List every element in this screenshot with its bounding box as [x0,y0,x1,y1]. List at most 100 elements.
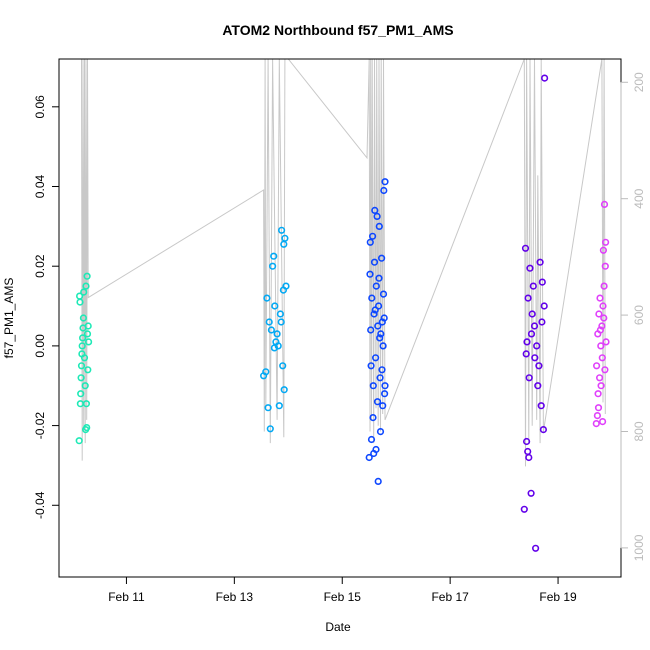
series-4 [520,74,549,552]
y-axis-label: f57_PM1_AMS [2,278,16,359]
y-tick-label: 0.06 [33,95,47,119]
data-point [373,398,382,406]
data-point [372,445,380,454]
data-point [265,318,273,326]
data-point [540,74,549,82]
data-point [597,342,605,350]
data-point [269,262,277,270]
data-point [375,302,383,310]
data-point [80,354,89,362]
data-point [601,366,609,374]
data-point [84,322,92,330]
data-point [372,282,380,290]
data-point [536,258,544,266]
data-point [369,414,377,422]
data-point [267,326,276,334]
data-point [381,382,389,390]
data-point [380,314,388,322]
data-point [365,453,373,462]
data-point [538,278,546,286]
y-tick-label: 0.00 [33,334,47,358]
data-point [594,404,603,412]
data-point [271,302,279,310]
secondary-y-tick-label: 800 [632,421,646,441]
data-point [369,232,377,240]
data-point [367,362,375,370]
data-point [270,344,279,352]
data-point [266,425,274,433]
data-point [598,322,606,330]
series-1 [75,272,93,445]
data-point [592,362,601,370]
data-point [366,238,374,246]
data-point [376,334,384,342]
data-point [372,354,380,362]
series-2 [260,226,290,433]
data-point [280,386,288,394]
data-point [535,362,543,370]
data-point [538,318,546,326]
data-point [262,368,270,376]
y-tick-label: -0.04 [33,491,47,519]
x-tick-label: Feb 11 [108,590,145,604]
data-point [373,212,381,220]
data-point [533,342,541,350]
data-point [381,178,389,186]
data-point [524,294,532,302]
data-point [77,362,86,370]
secondary-y-axis: 200 400 600 800 1000 [620,72,646,561]
data-point [270,252,278,260]
data-point [279,362,287,370]
x-axis-label: Date [325,620,351,634]
data-point [539,426,548,434]
data-point [369,382,377,390]
data-point [598,418,607,426]
data-point [275,402,283,410]
data-point [592,420,600,428]
data-point [84,366,92,374]
data-point [596,326,605,334]
data-point [600,314,608,322]
data-point [601,262,609,270]
data-point [529,282,537,290]
data-point [264,404,272,412]
data-point [593,412,602,420]
data-point [540,302,548,310]
data-point [522,437,531,446]
data-point [367,326,375,334]
data-point [78,342,86,350]
data-point [530,322,539,330]
data-point [594,390,602,398]
data-point [375,274,383,282]
data-point [520,505,528,513]
x-tick-label: Feb 15 [324,590,362,604]
data-point [597,382,605,390]
data-point [528,310,536,318]
data-point [81,426,90,434]
x-axis: Feb 11 Feb 13 Feb 15 Feb 17 Feb 19 [108,576,577,604]
data-point [79,314,87,322]
data-point [368,294,376,302]
background-trace [81,58,606,467]
data-point [600,200,609,208]
data-point [534,382,542,390]
x-tick-label: Feb 13 [216,590,254,604]
data-point [83,272,91,280]
data-point [279,286,288,294]
data-point [595,374,604,382]
data-point [77,390,85,398]
secondary-y-tick-label: 600 [632,305,646,325]
data-point [527,489,535,497]
x-tick-label: Feb 19 [539,590,577,604]
data-point [375,222,383,230]
data-point [600,282,608,290]
y-axis: -0.04 -0.02 0.00 0.02 0.04 0.06 [33,95,60,519]
secondary-y-tick-label: 200 [632,72,646,92]
series-3 [365,178,389,486]
data-point [531,544,540,552]
data-point [521,244,530,252]
data-point [598,354,606,362]
data-point [596,294,604,302]
data-point [278,226,286,234]
data-point [374,477,382,486]
